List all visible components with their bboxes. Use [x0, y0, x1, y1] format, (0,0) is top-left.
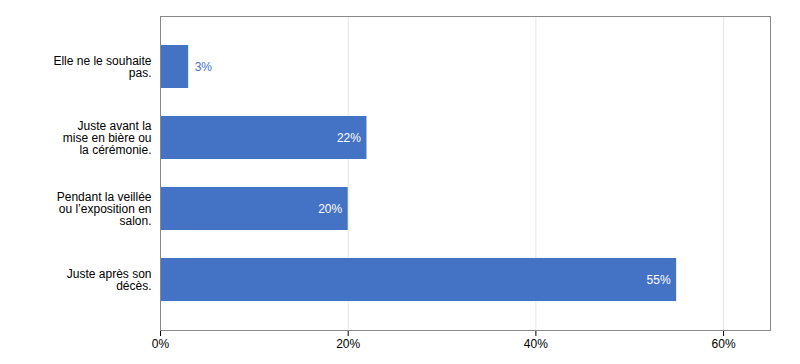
svg-text:22%: 22% [337, 131, 361, 145]
svg-text:3%: 3% [195, 60, 213, 74]
svg-text:60%: 60% [712, 337, 736, 351]
svg-text:0%: 0% [152, 337, 170, 351]
svg-text:40%: 40% [524, 337, 548, 351]
svg-text:Elle ne le souhaitepas.: Elle ne le souhaitepas. [53, 54, 151, 80]
svg-text:Pendant la veilléeou l’exposit: Pendant la veilléeou l’exposition ensalo… [57, 190, 152, 228]
svg-text:Juste avant lamise en bière ou: Juste avant lamise en bière oula cérémon… [63, 119, 152, 157]
svg-text:20%: 20% [336, 337, 360, 351]
svg-text:Juste après sondécès.: Juste après sondécès. [67, 267, 152, 293]
svg-text:55%: 55% [647, 273, 671, 287]
svg-text:20%: 20% [318, 202, 342, 216]
